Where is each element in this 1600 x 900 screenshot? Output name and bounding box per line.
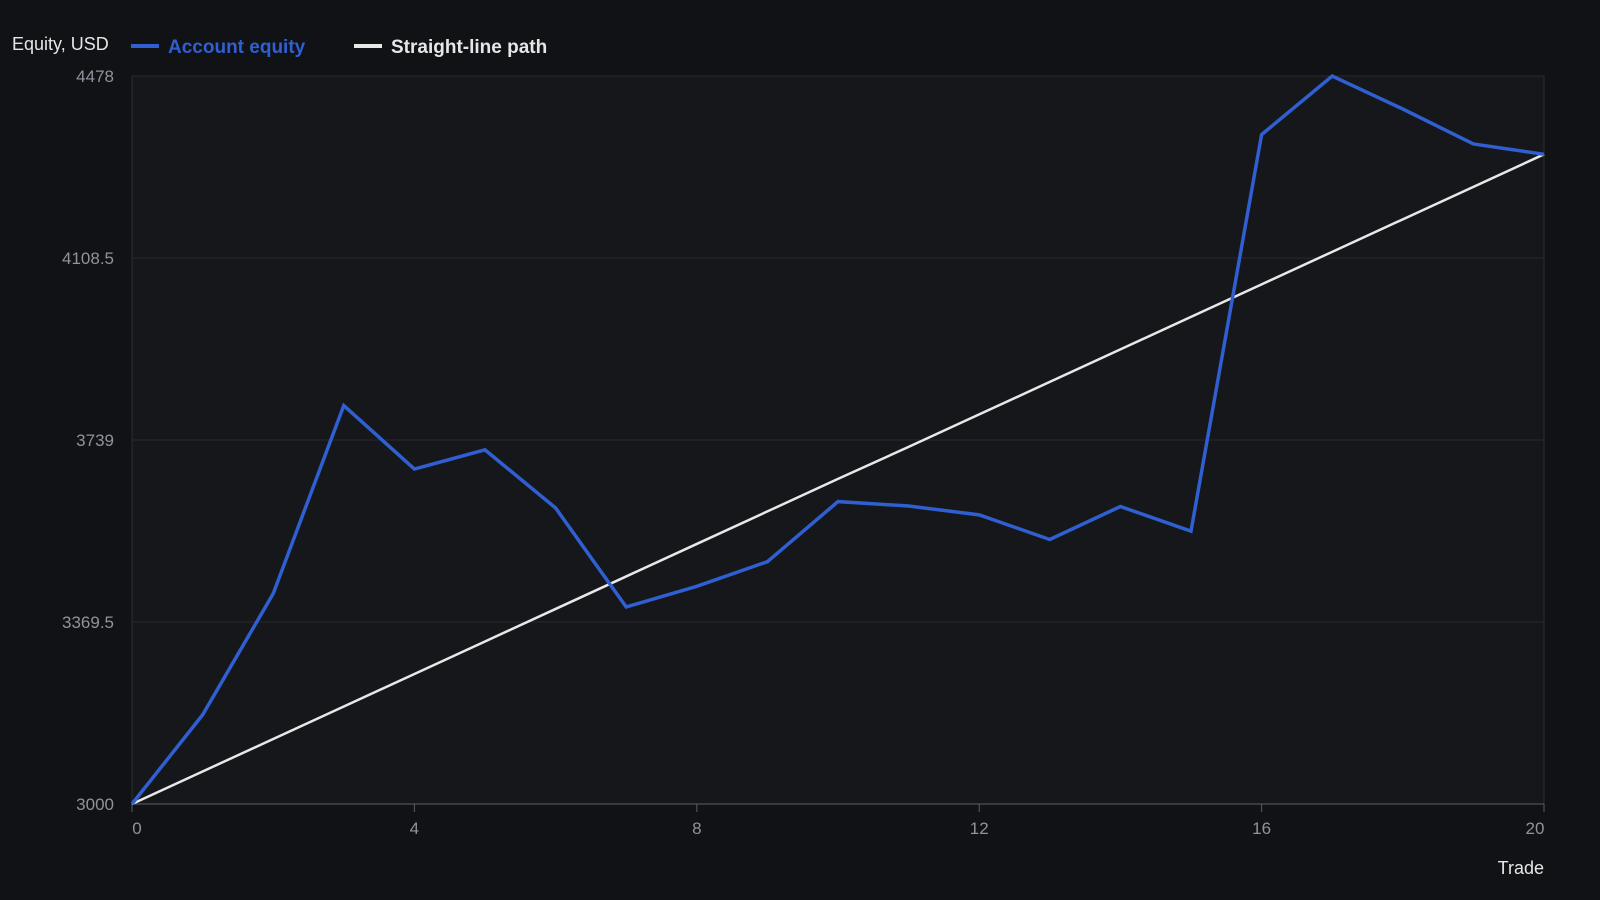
x-axis-ticks: 0 4 8 12 16 20 (131, 804, 1545, 838)
series-line-straight-line-path (131, 153, 1545, 806)
grid-lines (132, 75, 1544, 805)
x-tick-label: 12 (970, 819, 989, 838)
legend-label-straight-line-path: Straight-line path (391, 37, 547, 58)
y-tick-label: 3000 (76, 795, 114, 814)
y-tick-label: 3369.5 (62, 613, 114, 632)
y-axis-ticks: 3000 3369.5 3739 4108.5 4478 (62, 67, 114, 814)
x-axis-label: Trade (1498, 858, 1544, 878)
y-axis-label: Equity, USD (12, 34, 109, 54)
x-tick-label: 4 (410, 819, 419, 838)
x-tick-label: 16 (1252, 819, 1271, 838)
series-lines (130, 73, 1545, 806)
y-tick-label: 4478 (76, 67, 114, 86)
x-tick-label: 8 (692, 819, 701, 838)
x-tick-label: 0 (132, 819, 141, 838)
x-tick-label: 20 (1526, 819, 1545, 838)
legend: Account equity Straight-line path (131, 37, 547, 58)
legend-label-account-equity: Account equity (168, 37, 306, 58)
y-tick-label: 4108.5 (62, 249, 114, 268)
series-line-account-equity (130, 73, 1545, 806)
y-tick-label: 3739 (76, 431, 114, 450)
